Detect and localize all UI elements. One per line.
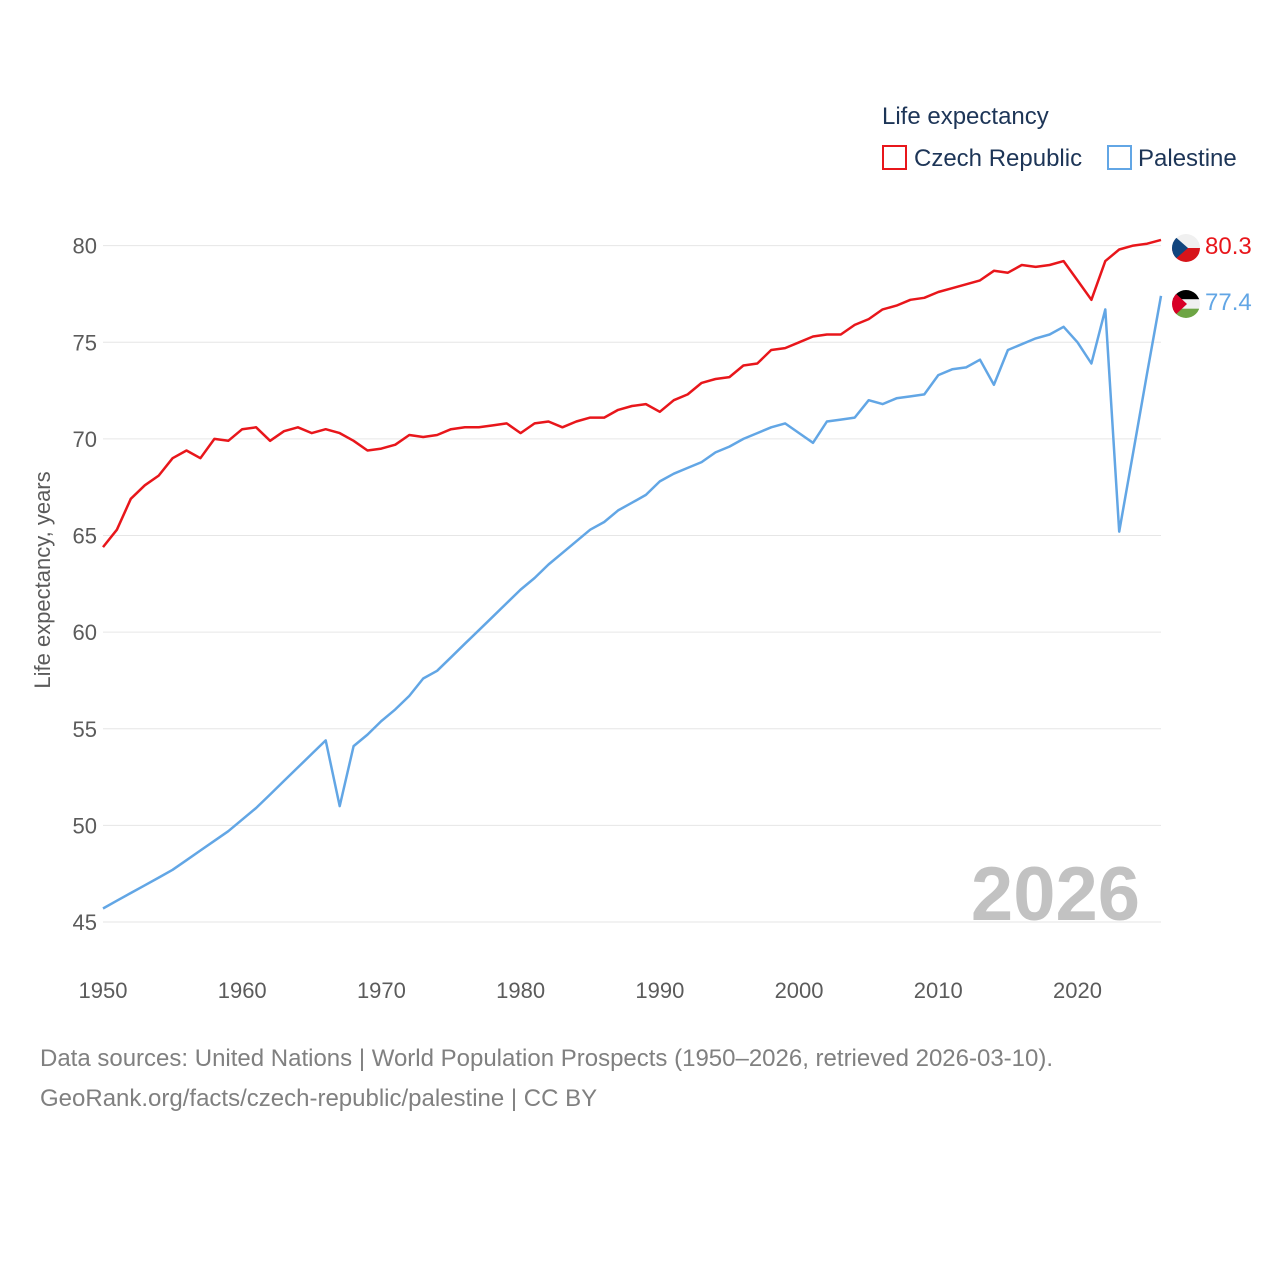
- y-tick-label-55: 55: [73, 717, 97, 742]
- legend-swatch-palestine: [1107, 145, 1132, 170]
- legend: Life expectancy Czech Republic Palestine: [882, 103, 1237, 172]
- x-tick-label-2010: 2010: [914, 978, 963, 1003]
- y-tick-label-80: 80: [73, 234, 97, 259]
- x-tick-label-1990: 1990: [635, 978, 684, 1003]
- legend-title: Life expectancy: [882, 103, 1049, 130]
- x-tick-label-1980: 1980: [496, 978, 545, 1003]
- czech-flag-icon: [1172, 234, 1200, 262]
- y-axis-label: Life expectancy, years: [30, 471, 55, 688]
- palestine-flag-icon: [1172, 290, 1200, 318]
- y-tick-label-45: 45: [73, 910, 97, 935]
- series-line-czech-republic: [102, 238, 1162, 548]
- y-axis-ticks: 45 50 55 60 65 70 75 80: [73, 234, 97, 935]
- legend-label-palestine: Palestine: [1138, 145, 1237, 172]
- x-tick-label-2000: 2000: [775, 978, 824, 1003]
- end-value-palestine: 77.4: [1205, 289, 1252, 316]
- legend-swatch-czech-republic: [882, 145, 907, 170]
- y-tick-label-75: 75: [73, 330, 97, 355]
- y-tick-label-70: 70: [73, 427, 97, 452]
- legend-label-czech-republic: Czech Republic: [914, 145, 1082, 172]
- series-lines: [102, 238, 1163, 910]
- footer-url: GeoRank.org/facts/czech-republic/palesti…: [40, 1085, 598, 1112]
- x-tick-label-1960: 1960: [218, 978, 267, 1003]
- gridlines: [103, 245, 1161, 923]
- x-axis-ticks: 1950 1960 1970 1980 1990 2000 2010 2020: [79, 978, 1102, 1003]
- x-tick-label-2020: 2020: [1053, 978, 1102, 1003]
- footer-sources: Data sources: United Nations | World Pop…: [40, 1045, 1054, 1072]
- year-watermark: 2026: [971, 852, 1140, 937]
- series-line-palestine: [102, 295, 1163, 910]
- end-value-czech-republic: 80.3: [1205, 233, 1252, 260]
- x-tick-label-1950: 1950: [79, 978, 128, 1003]
- y-tick-label-65: 65: [73, 524, 97, 549]
- y-tick-label-50: 50: [73, 813, 97, 838]
- y-tick-label-60: 60: [73, 620, 97, 645]
- x-tick-label-1970: 1970: [357, 978, 406, 1003]
